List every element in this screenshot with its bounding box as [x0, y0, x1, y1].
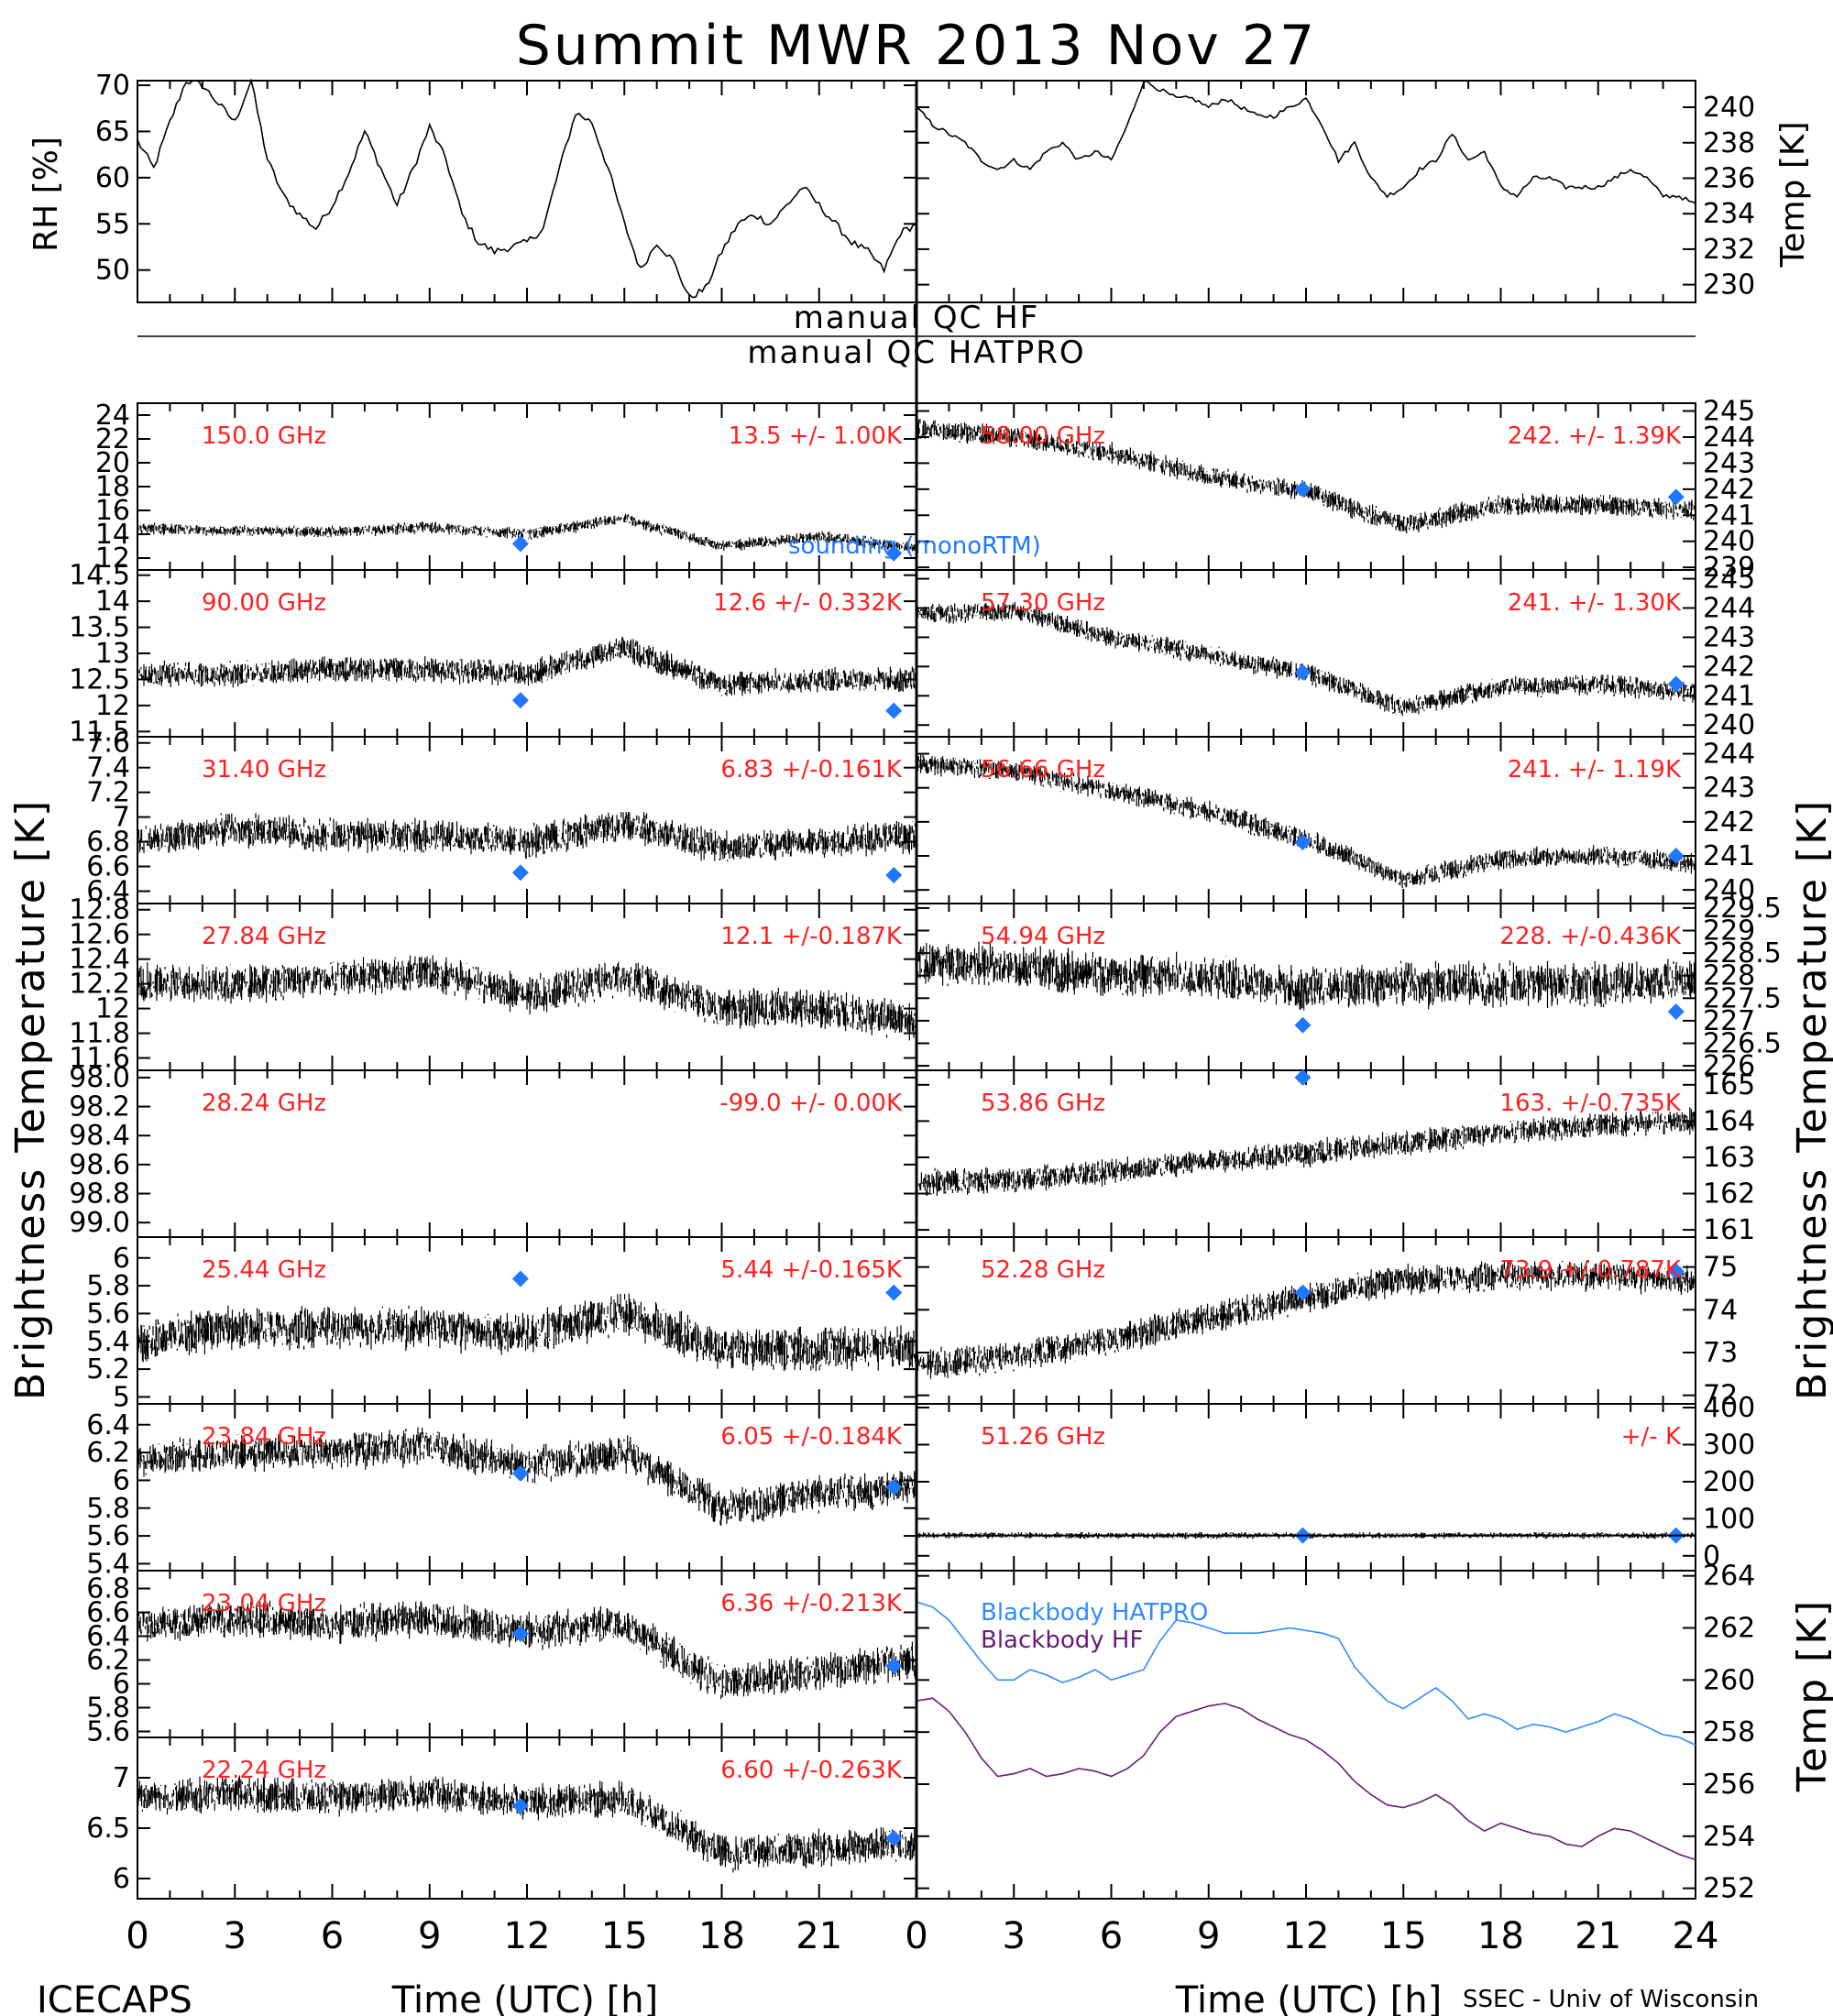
hf_28-stat-label: -99.0 +/- 0.00K — [719, 1090, 903, 1117]
y-tick-label: 238 — [1703, 127, 1755, 159]
hf_31-freq-label: 31.40 GHz — [202, 756, 326, 783]
hf_150-sounding-marker — [885, 544, 903, 562]
hf_90-points — [137, 636, 916, 696]
rh-xticks — [137, 81, 917, 302]
temp-top-line — [916, 80, 1696, 204]
y-tick-label: 22 — [95, 423, 130, 455]
y-tick-label: 12 — [95, 993, 130, 1025]
hf_27-stat-label: 12.1 +/-0.187K — [720, 923, 903, 950]
y-tick-label: 11.5 — [69, 716, 130, 748]
y-tick-label: 50 — [95, 255, 130, 287]
hf_27-points — [137, 955, 916, 1041]
y-tick-label: 7.2 — [86, 777, 130, 809]
temp-top-xticks — [916, 81, 1696, 302]
y-tick-label: 55 — [95, 208, 130, 240]
xlabel-left: Time (UTC) [h] — [391, 1979, 658, 2016]
rh-axis-label: RH [%] — [27, 137, 65, 252]
y-tick-label: 18 — [95, 471, 130, 503]
hf_150-points — [137, 513, 916, 553]
y-tick-label: 14 — [95, 519, 130, 551]
y-tick-label: 12.4 — [69, 944, 130, 976]
y-tick-label: 230 — [1703, 269, 1755, 301]
y-tick-label: 98.0 — [69, 1062, 130, 1094]
y-tick-label: 6.8 — [86, 827, 130, 859]
y-tick-label: 98.8 — [69, 1178, 130, 1211]
hf_27-freq-label: 27.84 GHz — [202, 923, 326, 950]
y-tick-label: 7.6 — [86, 728, 130, 760]
tb-left-axis-label: Brightness Temperature [K] — [7, 799, 54, 1400]
y-tick-label: 13.5 — [69, 612, 130, 644]
hf_90-stat-label: 12.6 +/- 0.332K — [713, 589, 903, 617]
hf_28-freq-label: 28.24 GHz — [202, 1090, 326, 1117]
y-tick-label: 98.4 — [69, 1120, 130, 1152]
y-tick-label: 14 — [95, 586, 130, 618]
y-tick-label: 14.5 — [69, 560, 130, 592]
hf_150-freq-label: 150.0 GHz — [202, 422, 326, 450]
y-tick-label: 16 — [95, 495, 130, 527]
y-tick-label: 12 — [95, 690, 130, 722]
rh-line — [137, 78, 917, 299]
y-tick-label: 11.8 — [69, 1018, 130, 1050]
hf_31-xticks — [137, 737, 917, 904]
y-tick-label: 12.2 — [69, 969, 130, 1001]
y-tick-label: 13 — [95, 638, 130, 670]
y-tick-label: 98.2 — [69, 1091, 130, 1123]
hf_31-stat-label: 6.83 +/-0.161K — [720, 756, 903, 783]
y-tick-label: 12.6 — [69, 919, 130, 951]
tb-right-axis-label: Brightness Temperature [K] — [1789, 799, 1833, 1400]
y-tick-label: 236 — [1703, 162, 1755, 194]
hf_90-sounding-marker — [511, 692, 529, 709]
xlabel-right: Time (UTC) [h] — [1175, 1979, 1442, 2016]
y-tick-label: 98.6 — [69, 1149, 130, 1181]
hf_25-points — [137, 1293, 916, 1372]
y-tick-label: 240 — [1703, 92, 1755, 124]
y-tick-label: 11.6 — [69, 1043, 130, 1075]
y-tick-label: 7 — [113, 802, 130, 834]
figure-title: Summit MWR 2013 Nov 27 — [516, 14, 1317, 78]
y-tick-label: 70 — [95, 70, 130, 102]
hf_31-sounding-marker — [885, 866, 903, 883]
chart-root: 5055606570230232234236238240121416182022… — [69, 70, 1782, 1957]
hf_150-stat-label: 13.5 +/- 1.00K — [729, 422, 903, 450]
y-tick-label: 24 — [95, 400, 130, 432]
y-tick-label: 65 — [95, 115, 130, 148]
footer-left-label: ICECAPS — [37, 1979, 192, 2016]
y-tick-label: 232 — [1703, 234, 1755, 266]
hf_31-yticks: 6.46.66.877.27.47.6 — [86, 728, 916, 908]
y-tick-label: 6.6 — [86, 851, 130, 883]
y-tick-label: 12.8 — [69, 894, 130, 926]
hf_90-freq-label: 90.00 GHz — [202, 589, 326, 617]
hf_31-points — [137, 812, 916, 862]
hf_28-yticks: 99.098.898.698.498.298.0 — [69, 1062, 916, 1239]
hf_150-sounding-marker — [511, 535, 529, 553]
temp-top-axis-label: Temp [K] — [1774, 121, 1812, 268]
y-tick-label: 234 — [1703, 198, 1755, 230]
rh-yticks: 50 55 60 65 70 — [95, 70, 916, 287]
y-tick-label: 12 — [95, 542, 130, 575]
hf_28-xticks — [137, 1070, 917, 1237]
y-tick-label: 20 — [95, 447, 130, 479]
footer-right-label: SSEC - Univ of Wisconsin — [1463, 1986, 1759, 2013]
hf_90-sounding-marker — [885, 702, 903, 719]
temp-bottom-axis-label: Temp [K] — [1789, 1599, 1833, 1792]
hf_31-sounding-marker — [511, 864, 529, 882]
y-tick-label: 6.4 — [86, 876, 130, 908]
y-tick-label: 99.0 — [69, 1207, 130, 1239]
y-tick-label: 7.4 — [86, 752, 130, 784]
y-tick-label: 12.5 — [69, 663, 130, 696]
y-tick-label: 60 — [95, 162, 130, 194]
